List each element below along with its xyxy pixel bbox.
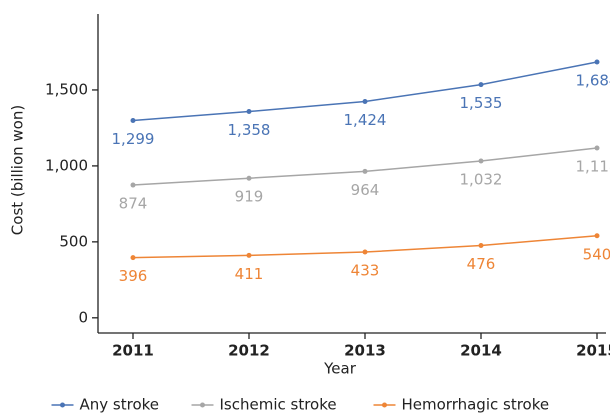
y-tick-label: 0 [78,308,88,326]
data-label: 1,358 [228,121,271,139]
data-label: 396 [119,267,148,285]
series-line [132,147,598,186]
data-label: 919 [235,188,264,206]
point [478,158,484,164]
data-label: 1,032 [460,171,503,189]
x-tick-label: 2012 [228,342,270,360]
point [594,145,600,151]
data-label: 433 [351,262,380,280]
legend-label: Any stroke [80,396,160,414]
point [362,168,368,174]
x-tick-label: 2013 [344,342,386,360]
y-tick-label: 1,000 [45,156,88,174]
data-label: 411 [235,265,264,283]
legend-marker [382,402,387,408]
x-tick-label: 2011 [112,342,154,360]
legend-marker [60,402,65,408]
point [362,98,368,104]
data-label: 476 [467,255,496,273]
legend-marker [200,402,205,408]
data-label: 1,299 [112,130,155,148]
point [130,117,136,123]
legend-label: Hemorrhagic stroke [402,396,550,414]
data-label: 964 [351,181,380,199]
point [362,249,368,255]
x-tick-label: 2015 [576,342,610,360]
point [130,182,136,188]
point [594,233,600,239]
data-label: 874 [119,195,148,213]
data-label: 1,424 [344,111,387,129]
data-label: 540 [583,245,610,263]
y-axis-label: Cost (billion won) [9,105,27,235]
data-label: 1,535 [460,94,503,112]
y-tick-label: 500 [59,232,88,250]
point [246,109,252,115]
point [478,243,484,249]
point [478,82,484,88]
point [246,175,252,181]
legend-label: Ischemic stroke [220,396,337,414]
point [594,59,600,65]
data-label: 1,684 [576,72,610,90]
point [246,252,252,258]
point [130,255,136,261]
y-tick-label: 1,500 [45,80,88,98]
x-tick-label: 2014 [460,342,502,360]
x-axis-label: Year [323,360,357,378]
data-label: 1,118 [576,157,610,175]
